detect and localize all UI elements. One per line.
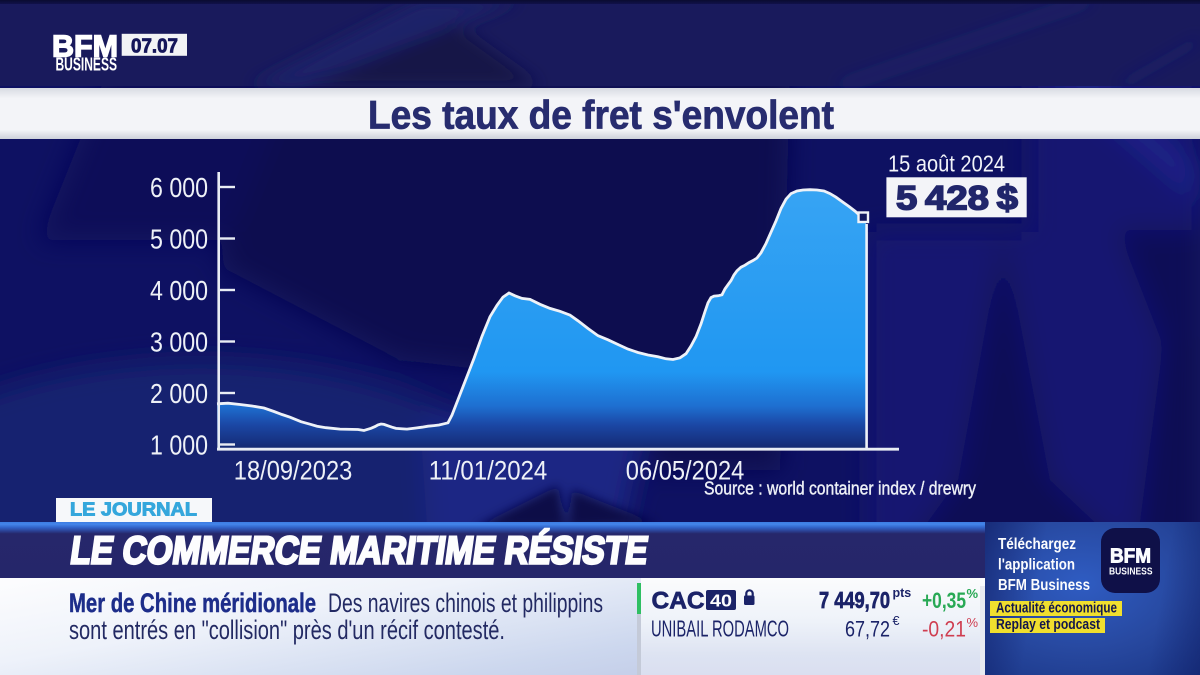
svg-text:BFM: BFM (52, 29, 118, 64)
svg-text:40: 40 (710, 591, 732, 611)
svg-text:BUSINESS: BUSINESS (1109, 566, 1153, 578)
svg-text:LE JOURNAL: LE JOURNAL (70, 500, 197, 520)
svg-text:07.07: 07.07 (131, 36, 178, 58)
svg-text:BFM: BFM (1110, 546, 1151, 568)
svg-text:l'application: l'application (998, 557, 1075, 574)
svg-text:Des navires chinois et philipp: Des navires chinois et philippins (328, 588, 603, 618)
svg-text:18/09/2023: 18/09/2023 (234, 456, 352, 486)
svg-text:%: % (967, 586, 979, 601)
svg-text:5 000: 5 000 (150, 224, 208, 255)
svg-text:€: € (893, 614, 900, 628)
svg-text:5 428 $: 5 428 $ (896, 180, 1018, 218)
svg-text:sont entrés en "collision" prè: sont entrés en "collision" près d'un réc… (69, 615, 505, 645)
svg-text:BFM Business: BFM Business (998, 577, 1090, 594)
svg-text:1 000: 1 000 (150, 430, 208, 461)
svg-text:7 449,70: 7 449,70 (819, 587, 890, 613)
svg-text:CAC: CAC (652, 588, 705, 615)
svg-text:UNIBAIL RODAMCO: UNIBAIL RODAMCO (651, 616, 789, 642)
svg-text:11/01/2024: 11/01/2024 (429, 456, 548, 486)
svg-text:15 août 2024: 15 août 2024 (888, 151, 1005, 177)
svg-text:Replay et podcast: Replay et podcast (996, 617, 1100, 633)
svg-text:Téléchargez: Téléchargez (998, 536, 1076, 553)
svg-text:+0,35: +0,35 (922, 588, 966, 613)
svg-text:BUSINESS: BUSINESS (56, 55, 118, 75)
svg-text:Mer de Chine méridionale: Mer de Chine méridionale (69, 588, 316, 618)
svg-text:3 000: 3 000 (150, 327, 208, 358)
svg-text:6 000: 6 000 (150, 172, 208, 203)
svg-text:Source : world container index: Source : world container index / drewry (704, 478, 977, 499)
svg-text:4 000: 4 000 (150, 275, 208, 306)
svg-text:LE COMMERCE MARITIME RÉSISTE: LE COMMERCE MARITIME RÉSISTE (68, 529, 651, 573)
svg-text:Les taux de fret s'envolent: Les taux de fret s'envolent (368, 94, 834, 138)
svg-text:%: % (967, 615, 979, 630)
svg-text:67,72: 67,72 (845, 617, 890, 642)
svg-text:2 000: 2 000 (150, 378, 208, 409)
svg-text:pts: pts (893, 586, 912, 600)
svg-text:-0,21: -0,21 (922, 617, 966, 642)
svg-text:Actualité économique: Actualité économique (996, 601, 1117, 617)
svg-text:06/05/2024: 06/05/2024 (626, 456, 745, 486)
